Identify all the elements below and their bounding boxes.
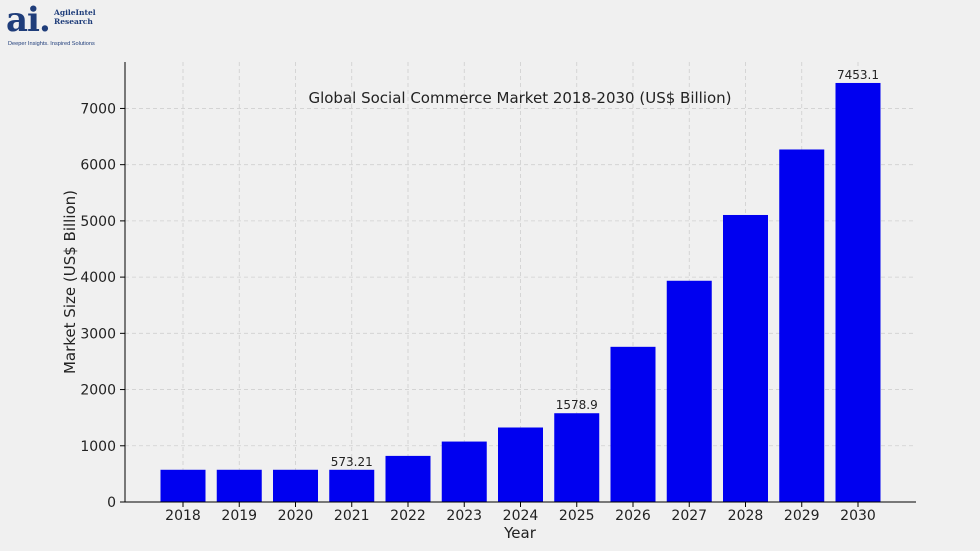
x-tick-label: 2023 [446, 508, 482, 524]
x-tick-label: 2026 [615, 508, 651, 524]
bar-2021 [329, 469, 375, 502]
bar-2029 [779, 149, 825, 503]
data-label: 573.21 [331, 455, 373, 469]
data-label: 7453.1 [837, 68, 879, 82]
x-tick-label: 2030 [840, 508, 876, 524]
x-tick-label: 2022 [390, 508, 426, 524]
logo-mark: ai. [6, 0, 51, 40]
company-logo: ai. AgileIntel Research Deeper Insights.… [6, 0, 116, 50]
y-tick-label: 2000 [80, 383, 116, 399]
chart-title: Global Social Commerce Market 2018-2030 … [308, 89, 731, 107]
y-tick-label: 7000 [80, 101, 116, 117]
y-axis-label: Market Size (US$ Billion) [61, 190, 79, 374]
x-tick-label: 2027 [671, 508, 707, 524]
logo-name-line2: Research [54, 17, 93, 26]
x-tick-label: 2029 [784, 508, 820, 524]
y-tick-label: 1000 [80, 439, 116, 455]
y-tick-label: 0 [107, 495, 116, 511]
y-tick-label: 5000 [80, 214, 116, 230]
bars [160, 82, 881, 503]
bar-2022 [385, 455, 431, 502]
x-tick-label: 2020 [278, 508, 314, 524]
x-ticks: 2018 2019 2020 2021 2022 2023 2024 2025 2026 2027… [165, 502, 876, 524]
bar-2024 [498, 427, 543, 502]
y-ticks: 0 1000 2000 3000 4000 5000 6000 7000 [80, 101, 125, 511]
bar-2026 [610, 346, 656, 502]
bar-2018 [160, 469, 206, 502]
x-tick-label: 2028 [728, 508, 764, 524]
bar-2020 [273, 469, 318, 502]
bar-2030 [835, 82, 881, 502]
logo-name-line1: AgileIntel [54, 8, 96, 17]
logo-name: AgileIntel Research [54, 8, 96, 26]
bar-2019 [216, 469, 262, 502]
bar-2025 [554, 413, 600, 502]
data-labels: 573.21 1578.9 7453.1 [331, 68, 879, 469]
bar-2023 [441, 441, 487, 502]
x-tick-label: 2025 [559, 508, 595, 524]
x-tick-label: 2024 [503, 508, 539, 524]
bar-2028 [723, 214, 768, 502]
x-tick-label: 2021 [334, 508, 370, 524]
logo-tagline: Deeper Insights. Inspired Solutions [8, 41, 95, 47]
bar-2027 [666, 280, 712, 502]
data-label: 1578.9 [556, 398, 598, 412]
x-tick-label: 2019 [221, 508, 257, 524]
y-tick-label: 3000 [80, 326, 116, 342]
x-tick-label: 2018 [165, 508, 201, 524]
y-tick-label: 4000 [80, 270, 116, 286]
y-tick-label: 6000 [80, 158, 116, 174]
x-axis-label: Year [503, 524, 537, 542]
